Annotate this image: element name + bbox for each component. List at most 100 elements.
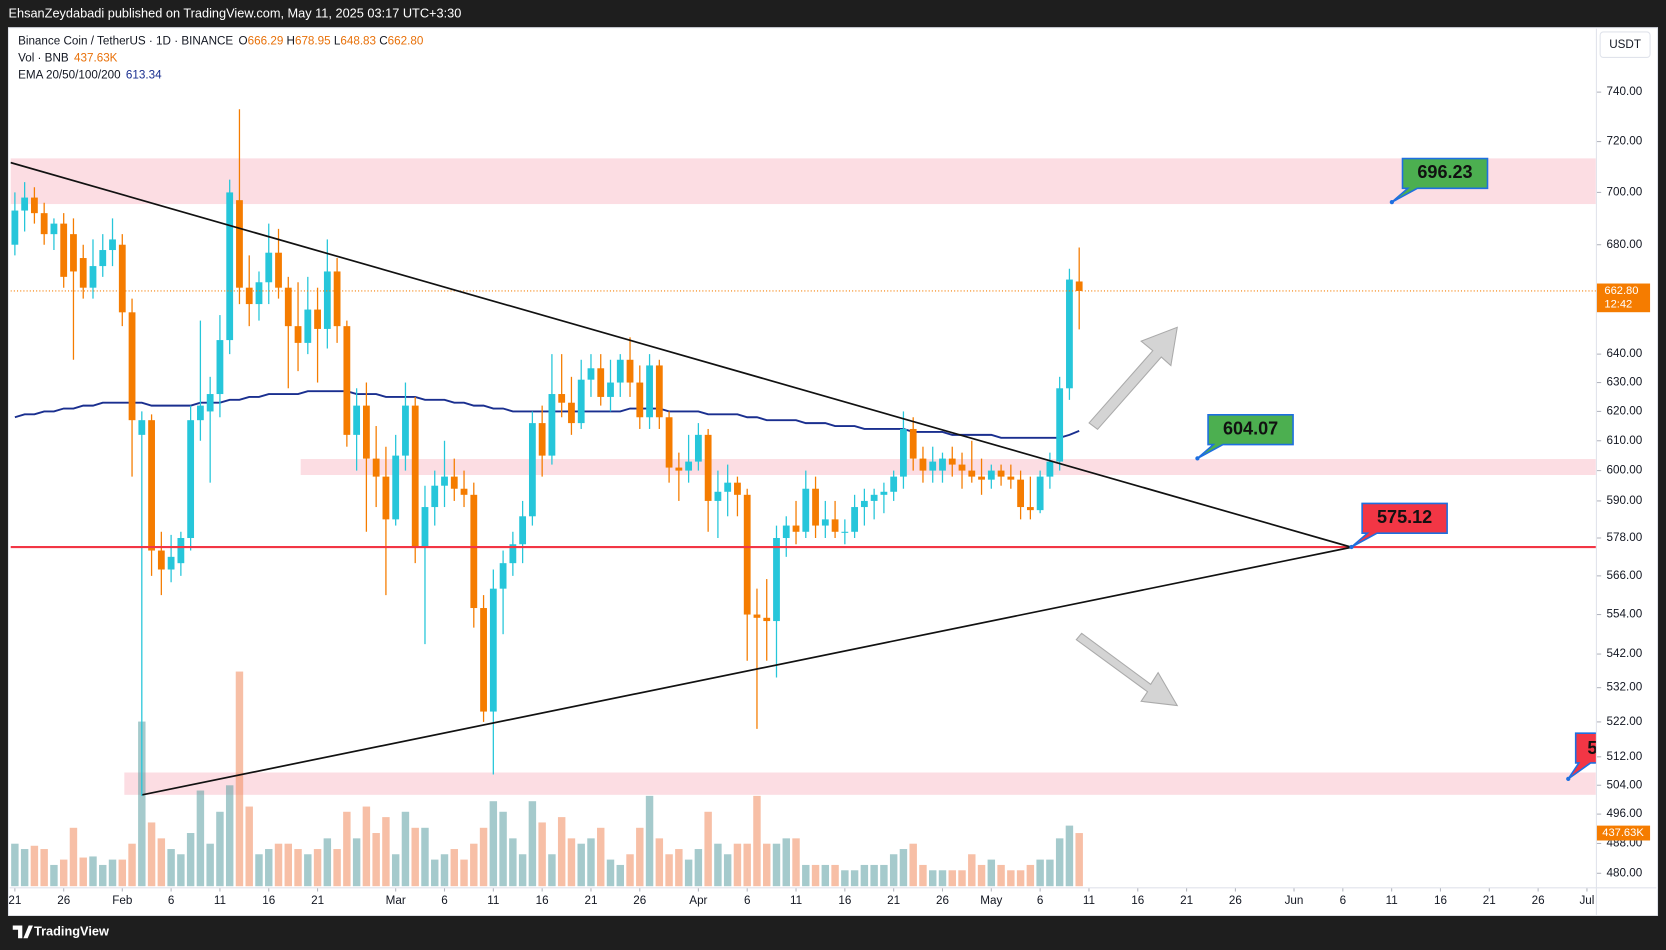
legend-item: 678.95 (295, 35, 331, 48)
candle-body (245, 287, 253, 305)
volume-bar (597, 827, 605, 887)
volume-bar (206, 843, 214, 887)
x-tick-label: 16 (1434, 894, 1447, 907)
x-tick-label: Jul (1579, 894, 1594, 907)
candle-body (138, 420, 146, 435)
y-tick-label: 522.00 (1607, 715, 1643, 728)
candle-body (411, 405, 419, 548)
candle-body (948, 458, 956, 465)
x-tick-label: 21 (8, 894, 21, 907)
volume-bar (50, 864, 58, 887)
x-tick-label: 16 (1131, 894, 1144, 907)
x-tick-label: Apr (689, 894, 707, 907)
volume-bar (1036, 859, 1044, 887)
candle-body (431, 485, 439, 508)
volume-bar (743, 843, 751, 887)
volume-bar (147, 822, 156, 887)
candle-body (499, 563, 507, 589)
legend-item: Binance Coin / TetherUS · 1D · BINANCE (18, 35, 233, 48)
volume-bar (772, 843, 781, 887)
candle-body (734, 482, 741, 495)
volume-bar (1075, 833, 1083, 887)
volume-bar (479, 827, 488, 887)
volume-bar (1016, 870, 1025, 887)
candle-body (1017, 479, 1025, 508)
x-tick-label: 16 (838, 894, 851, 907)
volume-bar (499, 811, 507, 887)
volume-bar (655, 838, 664, 887)
y-tick-label: 640.00 (1607, 347, 1643, 360)
volume-bar (919, 864, 927, 887)
volume-bar (1055, 838, 1064, 887)
x-tick-label: 11 (1386, 894, 1398, 907)
candle-body (694, 434, 702, 462)
candle-body (743, 494, 751, 615)
candle-body (714, 491, 722, 501)
candle-body (655, 365, 663, 418)
volume-bar (118, 859, 127, 887)
volume-bar (460, 859, 468, 887)
candle-body (372, 458, 380, 477)
volume-bar (401, 811, 410, 887)
volume-bar (899, 849, 908, 887)
candle-body (685, 461, 693, 471)
volume-bar (850, 870, 859, 887)
x-tick-label: 6 (744, 894, 751, 907)
candle-body (167, 556, 175, 570)
volume-bar (870, 864, 878, 887)
volume-bar (450, 849, 458, 887)
y-tick-label: 532.00 (1607, 681, 1643, 694)
legend-row: Binance Coin / TetherUS · 1D · BINANCE O6… (18, 35, 424, 48)
candle-body (382, 476, 390, 520)
lower-trendline (142, 546, 1352, 796)
volume-bar (30, 845, 39, 887)
x-tick-label: 6 (441, 894, 448, 907)
candle-body (548, 394, 556, 456)
candle-body (1075, 281, 1083, 291)
volume-bar (489, 801, 498, 887)
volume-bar (333, 849, 341, 887)
candle-body (1056, 388, 1064, 462)
candle-body (763, 617, 771, 622)
candle-body (89, 266, 97, 288)
callout-label: 575.12 (1377, 507, 1432, 527)
volume-bar (99, 864, 107, 887)
x-tick-label: 26 (936, 894, 949, 907)
legend-item: 648.83 (340, 35, 376, 48)
last-price-box (1596, 283, 1651, 313)
x-tick-label: 6 (168, 894, 175, 907)
volume-bar (177, 854, 185, 887)
candle-body (480, 608, 487, 712)
up-arrow (1088, 326, 1178, 431)
x-tick-label: 26 (633, 894, 646, 907)
candle-body (587, 368, 595, 380)
candle-body (275, 252, 282, 288)
candle-body (1007, 476, 1015, 480)
volume-bar (265, 849, 273, 887)
volume-bar (304, 854, 312, 887)
volume-bar (411, 827, 419, 887)
volume-bar (626, 854, 634, 887)
candle-body (831, 519, 839, 532)
candle-body (1026, 507, 1034, 511)
candle-body (665, 417, 673, 468)
volume-bar (11, 843, 19, 887)
x-tick-label: Feb (112, 894, 132, 907)
volume-bar (792, 838, 800, 887)
volume-bar (733, 843, 742, 887)
resistance-zone (10, 158, 1596, 205)
candle-body (196, 405, 204, 421)
drawings: 5 (10, 161, 1596, 796)
volume-bar (782, 838, 790, 887)
volume-bar (841, 870, 849, 887)
volume-bar (889, 854, 898, 887)
candle-body (1046, 461, 1054, 477)
currency: USDT (1609, 38, 1641, 51)
volume-bar (274, 843, 283, 887)
callout-box (1567, 732, 1596, 780)
callout-label: 696.23 (1417, 162, 1472, 182)
volume-value: 437.63K (1602, 827, 1644, 839)
y-tick-label: 700.00 (1607, 185, 1643, 198)
legend-item: Vol · BNB (18, 52, 69, 65)
